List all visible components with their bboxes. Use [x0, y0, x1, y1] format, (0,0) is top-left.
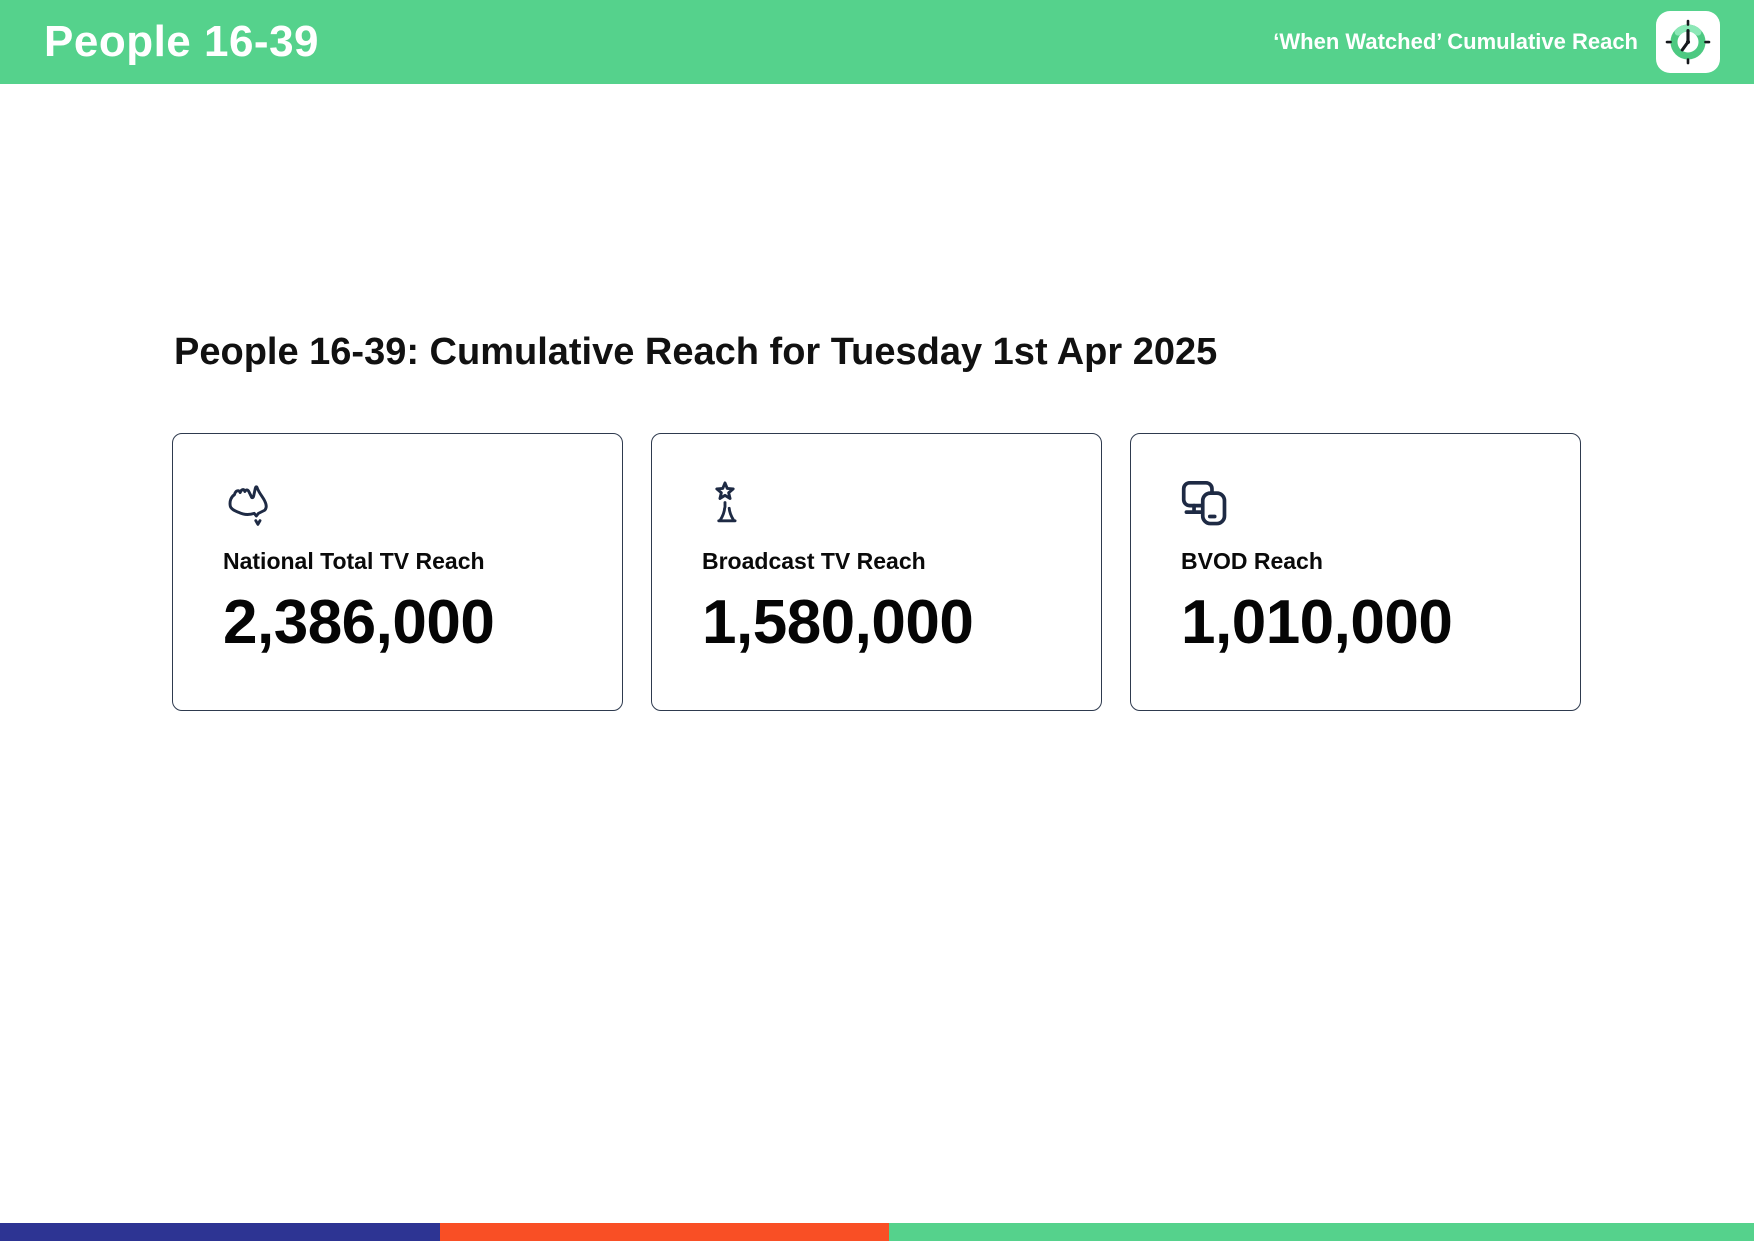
card-value: 2,386,000 [223, 588, 495, 657]
card-label: BVOD Reach [1181, 548, 1323, 574]
header-bar: People 16-39 ‘When Watched’ Cumulative R… [0, 0, 1754, 84]
card-broadcast-tv-reach: Broadcast TV Reach 1,580,000 [651, 433, 1102, 711]
kpi-cards-row: National Total TV Reach 2,386,000 Broadc… [172, 433, 1581, 711]
card-bvod-reach: BVOD Reach 1,010,000 [1130, 433, 1581, 711]
footer-color-bar [0, 1223, 1754, 1241]
header-right-group: ‘When Watched’ Cumulative Reach [1273, 11, 1720, 73]
devices-icon [1181, 480, 1532, 528]
footer-green-segment [889, 1223, 1754, 1241]
page-title: People 16-39 [44, 17, 320, 66]
card-label: National Total TV Reach [223, 548, 485, 574]
footer-orange-segment [440, 1223, 890, 1241]
card-label: Broadcast TV Reach [702, 548, 926, 574]
broadcast-tower-icon [702, 480, 1053, 528]
clock-icon [1660, 14, 1716, 70]
australia-map-icon [223, 480, 574, 528]
section-heading: People 16-39: Cumulative Reach for Tuesd… [174, 331, 1218, 373]
header-subtitle: ‘When Watched’ Cumulative Reach [1273, 29, 1638, 54]
clock-logo [1656, 11, 1720, 73]
card-national-total-tv-reach: National Total TV Reach 2,386,000 [172, 433, 623, 711]
card-value: 1,580,000 [702, 588, 974, 657]
footer-blue-segment [0, 1223, 441, 1241]
card-value: 1,010,000 [1181, 588, 1453, 657]
